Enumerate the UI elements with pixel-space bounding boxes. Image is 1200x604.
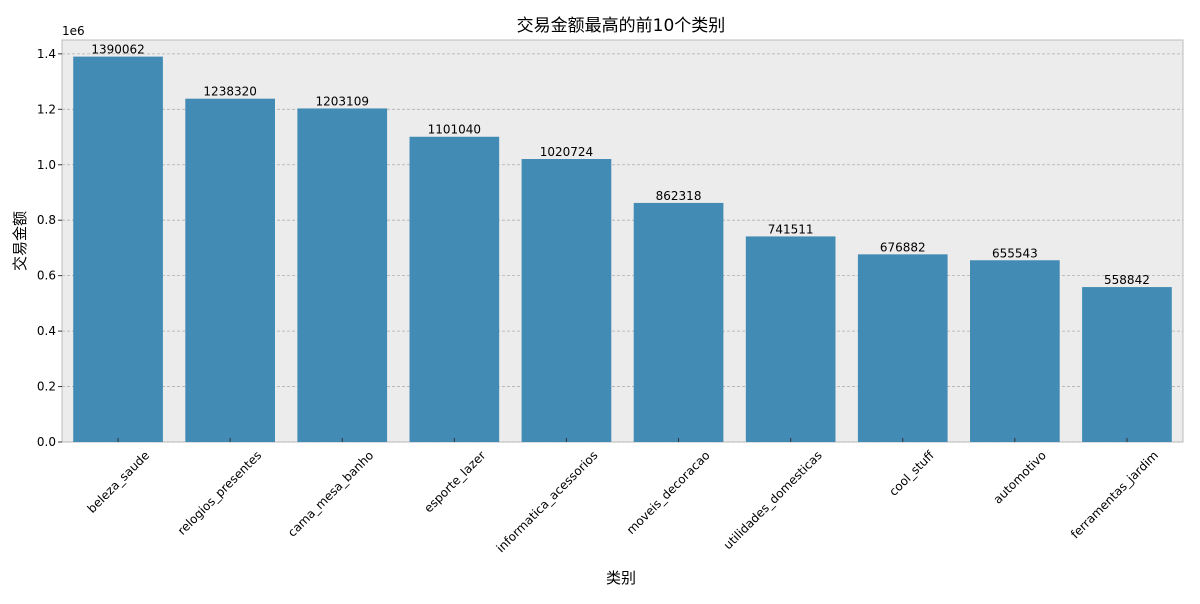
bars bbox=[73, 56, 1172, 443]
y-tick-label: 0.4 bbox=[37, 324, 56, 338]
bar-moveis_decoracao bbox=[633, 202, 724, 442]
bar-value-label: 558842 bbox=[1104, 273, 1150, 287]
x-tick-label: informatica_acessorios bbox=[494, 448, 601, 555]
x-tick-label: ferramentas_jardim bbox=[1068, 448, 1161, 541]
bar-esporte_lazer bbox=[409, 136, 500, 442]
bar-value-label: 1390062 bbox=[91, 43, 144, 57]
x-tick-label: cool_stuff bbox=[886, 448, 937, 499]
x-tick-label: moveis_decoracao bbox=[624, 448, 713, 537]
y-axis-offset-label: 1e6 bbox=[62, 24, 85, 38]
x-axis-label: 类别 bbox=[606, 569, 636, 587]
bar-cama_mesa_banho bbox=[297, 108, 388, 443]
bar-value-label: 741511 bbox=[768, 222, 814, 236]
bar-value-labels: 1390062 1238320 1203109 1101040 1020724 86231… bbox=[91, 43, 1150, 287]
bar-value-label: 676882 bbox=[880, 240, 926, 254]
bar-ferramentas_jardim bbox=[1082, 287, 1172, 442]
bar-value-label: 1020724 bbox=[540, 145, 593, 159]
bar-cool_stuff bbox=[857, 254, 948, 442]
bar-value-label: 1203109 bbox=[316, 94, 369, 108]
bar-value-label: 1238320 bbox=[203, 85, 256, 99]
x-tick-label: cama_mesa_banho bbox=[285, 448, 376, 539]
y-tick-label: 0.2 bbox=[37, 380, 56, 394]
y-tick-label: 0.8 bbox=[37, 213, 56, 227]
bar-automotivo bbox=[970, 260, 1060, 442]
bar-value-label: 862318 bbox=[656, 189, 702, 203]
x-tick-label: esporte_lazer bbox=[421, 448, 488, 515]
x-axis-ticks: beleza_saude relogios_presentes cama_mesa_… bbox=[85, 438, 1161, 555]
y-tick-label: 1.4 bbox=[37, 47, 56, 61]
y-tick-label: 0.0 bbox=[37, 435, 56, 449]
y-tick-label: 1.2 bbox=[37, 102, 56, 116]
bar-value-label: 655543 bbox=[992, 246, 1038, 260]
bar-relogios_presentes bbox=[185, 98, 275, 442]
y-axis-label: 交易金额 bbox=[11, 211, 29, 271]
bar-utilidades_domesticas bbox=[745, 236, 836, 442]
y-tick-label: 0.6 bbox=[37, 269, 56, 283]
chart-title: 交易金额最高的前10个类别 bbox=[517, 16, 726, 36]
bar-value-label: 1101040 bbox=[428, 123, 481, 137]
x-tick-label: automotivo bbox=[991, 448, 1049, 506]
x-tick-label: beleza_saude bbox=[85, 448, 153, 516]
x-tick-label: utilidades_domesticas bbox=[721, 448, 825, 552]
y-axis-ticks: 0.0 0.2 0.4 0.6 0.8 1.0 1.2 1.4 bbox=[37, 47, 62, 449]
x-tick-label: relogios_presentes bbox=[175, 448, 264, 537]
bar-informatica_acessorios bbox=[521, 159, 612, 443]
y-tick-label: 1.0 bbox=[37, 158, 56, 172]
bar-beleza_saude bbox=[73, 56, 163, 442]
